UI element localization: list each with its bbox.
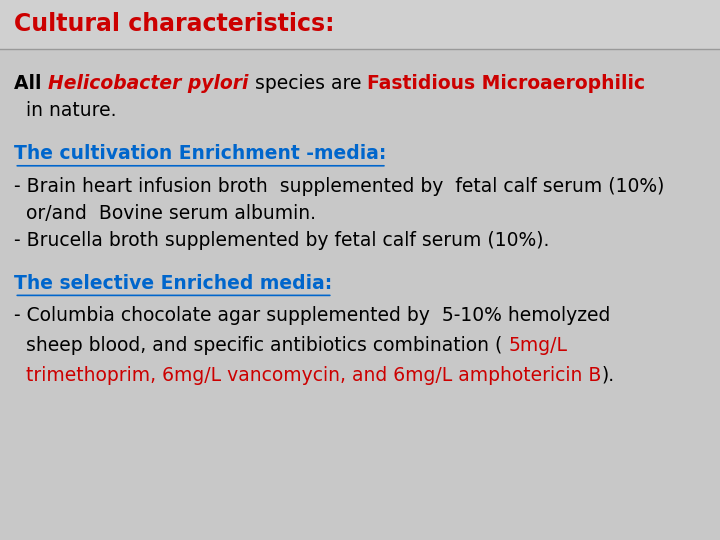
Text: The cultivation Enrichment -media:: The cultivation Enrichment -media: — [14, 144, 387, 164]
Text: All: All — [14, 74, 48, 93]
Text: - Columbia chocolate agar supplemented by  5-10% hemolyzed: - Columbia chocolate agar supplemented b… — [14, 306, 611, 326]
Text: 5mg/L: 5mg/L — [509, 336, 568, 355]
Text: Cultural characteristics:: Cultural characteristics: — [14, 12, 335, 36]
Text: in nature.: in nature. — [14, 101, 117, 120]
Text: Fastidious Microaerophilic: Fastidious Microaerophilic — [367, 74, 645, 93]
Text: - Brain heart infusion broth  supplemented by  fetal calf serum (10%): - Brain heart infusion broth supplemente… — [14, 177, 665, 196]
Text: The selective Enriched media:: The selective Enriched media: — [14, 274, 333, 293]
Text: sheep blood, and specific antibiotics combination (: sheep blood, and specific antibiotics co… — [14, 336, 509, 355]
Text: trimethoprim, 6mg/L vancomycin, and 6mg/L amphotericin B: trimethoprim, 6mg/L vancomycin, and 6mg/… — [14, 366, 602, 385]
Text: - Brucella broth supplemented by fetal calf serum (10%).: - Brucella broth supplemented by fetal c… — [14, 231, 550, 250]
FancyBboxPatch shape — [0, 0, 720, 49]
Text: species are: species are — [249, 74, 367, 93]
Text: Helicobacter pylori: Helicobacter pylori — [48, 74, 249, 93]
Text: or/and  Bovine serum albumin.: or/and Bovine serum albumin. — [14, 204, 316, 223]
Text: ).: ). — [602, 366, 615, 385]
